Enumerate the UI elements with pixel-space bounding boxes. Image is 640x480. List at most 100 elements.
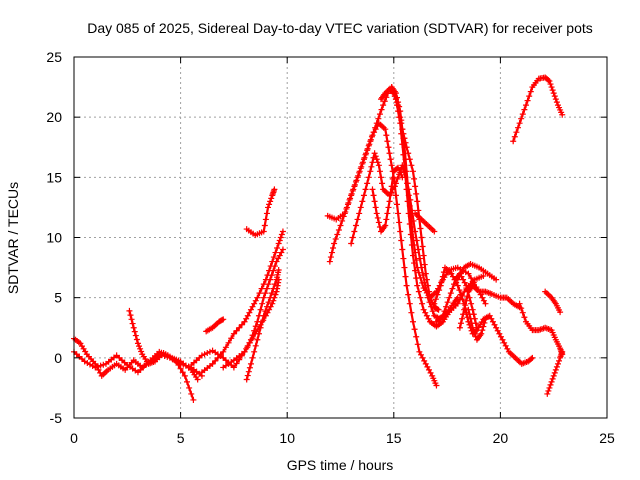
data-point — [246, 339, 253, 346]
data-point — [405, 210, 412, 217]
data-point — [409, 168, 416, 175]
series-track-7 — [220, 246, 286, 371]
data-point — [548, 84, 555, 91]
data-point — [491, 321, 498, 328]
x-tick-label: 20 — [493, 430, 509, 446]
series-line — [245, 188, 276, 237]
data-point — [418, 234, 425, 241]
data-point — [471, 330, 478, 337]
data-point — [257, 306, 264, 313]
data-point — [545, 77, 552, 84]
data-point — [393, 102, 400, 109]
x-tick-label: 15 — [386, 430, 402, 446]
data-point — [382, 222, 389, 229]
data-point — [367, 138, 374, 145]
data-point — [412, 183, 419, 190]
data-point — [352, 222, 359, 229]
series-line — [328, 122, 438, 387]
data-point — [371, 198, 378, 205]
data-point — [480, 323, 487, 330]
data-point — [399, 246, 406, 253]
data-point — [387, 156, 394, 163]
data-point — [270, 254, 277, 261]
x-tick-label: 5 — [177, 430, 185, 446]
data-point — [246, 364, 253, 371]
series-line — [128, 309, 199, 381]
data-point — [233, 327, 240, 334]
data-point — [434, 291, 441, 298]
data-point — [406, 300, 413, 307]
data-point — [368, 163, 375, 170]
data-point — [408, 309, 415, 316]
data-point — [392, 192, 399, 199]
data-point — [241, 318, 248, 325]
data-point — [437, 282, 444, 289]
data-point — [331, 240, 338, 247]
data-point — [92, 360, 99, 367]
data-point — [549, 87, 556, 94]
data-point — [365, 142, 372, 149]
data-point — [267, 276, 274, 283]
data-point — [275, 255, 282, 262]
data-point — [479, 294, 486, 301]
data-point — [513, 129, 520, 136]
data-point — [559, 111, 566, 118]
data-point — [518, 305, 525, 312]
data-point — [274, 245, 281, 252]
data-point — [398, 237, 405, 244]
data-point — [519, 309, 526, 316]
series-track-21 — [465, 306, 489, 343]
data-point — [343, 205, 350, 212]
data-point — [496, 330, 503, 337]
data-point — [419, 279, 426, 286]
data-point — [356, 169, 363, 176]
data-point — [419, 243, 426, 250]
data-point — [268, 195, 275, 202]
data-point — [419, 354, 426, 361]
data-point — [488, 315, 495, 322]
data-point — [546, 384, 553, 391]
data-point — [556, 357, 563, 364]
series-track-24 — [510, 74, 566, 145]
data-point — [268, 272, 275, 279]
data-point — [133, 336, 140, 343]
data-point — [327, 254, 334, 261]
data-point — [222, 344, 229, 351]
data-point — [436, 287, 443, 294]
data-point — [335, 226, 342, 233]
data-point — [351, 183, 358, 190]
data-point — [267, 198, 274, 205]
data-point — [468, 320, 475, 327]
series-track-8 — [243, 266, 282, 383]
series-track-3 — [126, 307, 201, 383]
data-point — [243, 315, 250, 322]
data-point — [137, 345, 144, 352]
data-point — [420, 272, 427, 279]
data-point — [263, 303, 270, 310]
data-point — [267, 294, 274, 301]
data-point — [497, 333, 504, 340]
data-point — [413, 237, 420, 244]
data-point — [403, 282, 410, 289]
data-point — [241, 348, 248, 355]
data-point — [249, 332, 256, 339]
data-point — [238, 321, 245, 328]
data-point — [413, 275, 420, 282]
data-point — [428, 303, 435, 310]
data-point — [247, 336, 254, 343]
data-point — [379, 180, 386, 187]
data-point — [134, 340, 141, 347]
data-point — [529, 354, 536, 361]
data-point — [559, 348, 566, 355]
data-point — [225, 339, 232, 346]
data-point — [265, 204, 272, 211]
data-point — [480, 297, 487, 304]
data-point — [400, 151, 407, 158]
data-point — [357, 204, 364, 211]
data-point — [198, 352, 205, 359]
data-point — [188, 390, 195, 397]
data-point — [422, 360, 429, 367]
data-point — [247, 306, 254, 313]
data-point — [334, 231, 341, 238]
